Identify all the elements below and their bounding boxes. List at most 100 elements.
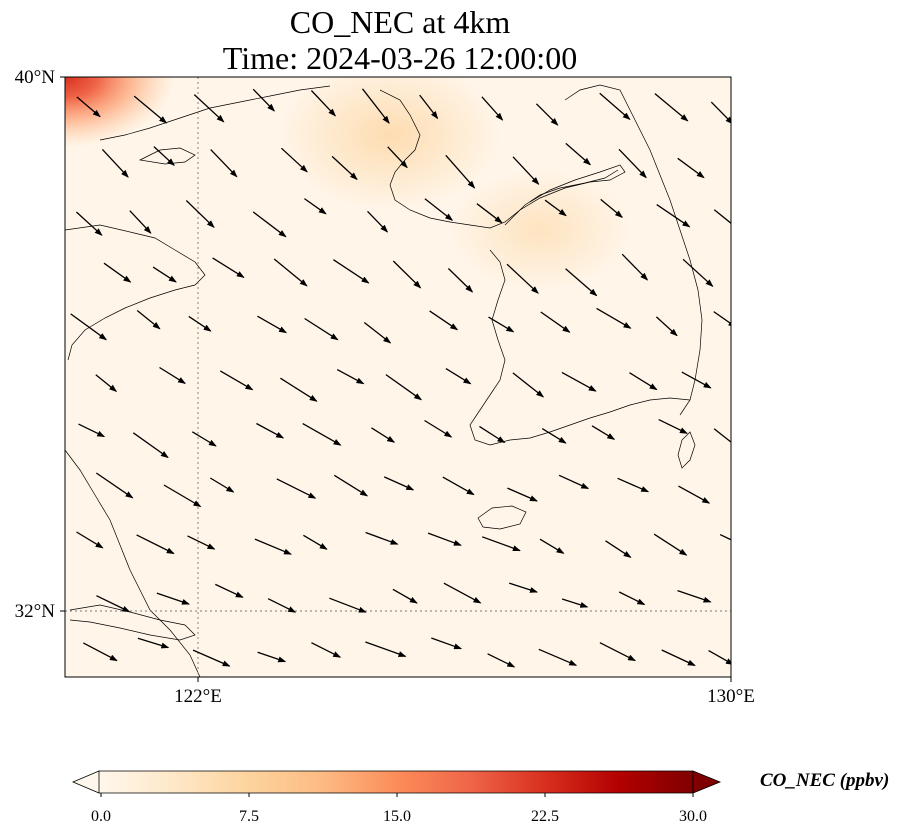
wind-arrow xyxy=(481,536,521,552)
wind-arrow xyxy=(152,266,177,283)
wind-arrow xyxy=(544,199,567,217)
wind-arrow xyxy=(96,595,131,613)
wind-vectors xyxy=(70,88,780,668)
wind-arrow xyxy=(429,310,459,331)
wind-arrow xyxy=(329,597,367,613)
map-panel xyxy=(65,77,780,677)
wind-arrow xyxy=(137,637,170,649)
wind-arrow xyxy=(508,582,538,593)
wind-arrow xyxy=(333,259,370,284)
wind-arrow xyxy=(745,484,780,502)
wind-arrow xyxy=(280,147,308,173)
colorbar-extend-min xyxy=(71,770,100,794)
wind-arrow xyxy=(304,198,327,215)
wind-arrow xyxy=(219,370,254,391)
wind-arrow xyxy=(713,311,731,328)
wind-arrow xyxy=(76,531,104,549)
wind-arrow xyxy=(713,428,731,443)
wind-arrow xyxy=(618,591,646,606)
lon-tick-122e: 122°E xyxy=(174,686,222,707)
wind-arrow xyxy=(512,156,540,185)
wind-arrow xyxy=(424,198,454,221)
colorbar-gradient xyxy=(99,771,693,793)
wind-arrow xyxy=(70,313,108,341)
wind-arrow xyxy=(156,592,190,605)
wind-arrow xyxy=(333,474,369,497)
wind-arrow xyxy=(677,589,712,603)
wind-arrow xyxy=(431,637,463,650)
wind-arrow xyxy=(682,258,714,287)
wind-arrow xyxy=(708,650,731,665)
wind-arrow xyxy=(303,534,328,550)
colorbar-tick-30: 30.0 xyxy=(679,808,707,825)
wind-arrow xyxy=(311,642,342,658)
wind-arrow xyxy=(442,476,475,496)
wind-arrow xyxy=(561,371,597,392)
co-plume-north xyxy=(280,77,500,210)
wind-arrow xyxy=(481,96,504,121)
wind-arrow xyxy=(618,148,647,179)
wind-arrow xyxy=(365,531,399,545)
wind-arrow xyxy=(153,146,175,166)
wind-arrow xyxy=(76,96,101,118)
wind-arrow xyxy=(387,146,408,169)
wind-arrow xyxy=(678,485,711,504)
colorbar: 0.0 7.5 15.0 22.5 30.0 xyxy=(71,770,722,825)
wind-arrow xyxy=(310,90,336,117)
wind-arrow xyxy=(621,253,649,281)
wind-arrow xyxy=(133,95,168,124)
coastlines xyxy=(65,84,703,677)
map-frame xyxy=(64,76,732,678)
wind-arrow xyxy=(476,203,503,224)
wind-arrow xyxy=(681,371,712,389)
wind-arrow xyxy=(252,211,287,238)
wind-arrow xyxy=(487,653,516,668)
wind-arrow xyxy=(252,88,275,112)
wind-arrow xyxy=(103,262,132,283)
wind-arrow xyxy=(185,200,215,228)
wind-arrow xyxy=(101,148,129,178)
colorbar-tick-0: 0.0 xyxy=(91,808,111,825)
lat-tick-40n: 40°N xyxy=(15,67,56,88)
wind-arrow xyxy=(187,535,216,550)
wind-arrow xyxy=(677,157,705,179)
wind-arrow xyxy=(447,268,474,293)
wind-arrow xyxy=(392,588,418,604)
wind-arrow xyxy=(658,419,688,434)
wind-arrow xyxy=(488,316,515,333)
wind-arrow xyxy=(385,374,423,401)
wind-arrow xyxy=(599,642,636,662)
wind-arrow xyxy=(192,649,231,667)
wind-arrow xyxy=(512,372,545,398)
wind-arrow xyxy=(710,101,731,125)
wind-arrow xyxy=(304,317,339,341)
wind-arrow xyxy=(653,533,688,556)
wind-arrow xyxy=(719,534,731,541)
wind-arrow xyxy=(188,315,212,332)
lat-tick-32n: 32°N xyxy=(15,601,56,622)
axis-ticks xyxy=(60,76,732,682)
wind-arrow xyxy=(163,484,202,508)
wind-arrow xyxy=(132,432,169,459)
wind-arrow xyxy=(655,316,678,337)
wind-arrow xyxy=(78,423,106,438)
wind-arrow xyxy=(191,431,217,447)
wind-arrow xyxy=(365,641,407,658)
wind-arrow xyxy=(367,210,389,233)
wind-arrow xyxy=(136,309,161,330)
wind-arrow xyxy=(276,478,317,499)
wind-arrow xyxy=(605,540,632,558)
wind-arrow xyxy=(629,372,658,391)
wind-arrow xyxy=(129,210,152,234)
wind-arrow xyxy=(75,211,103,236)
wind-arrow xyxy=(599,92,631,121)
wind-arrow xyxy=(392,260,422,289)
wind-arrow xyxy=(95,374,118,393)
map-subtitle-time: Time: 2024-03-26 12:00:00 xyxy=(222,40,578,76)
wind-arrow xyxy=(744,375,773,395)
wind-arrow xyxy=(331,155,358,181)
wind-arrow xyxy=(419,94,439,120)
colorbar-extend-max xyxy=(692,770,722,794)
wind-arrow xyxy=(424,419,453,438)
